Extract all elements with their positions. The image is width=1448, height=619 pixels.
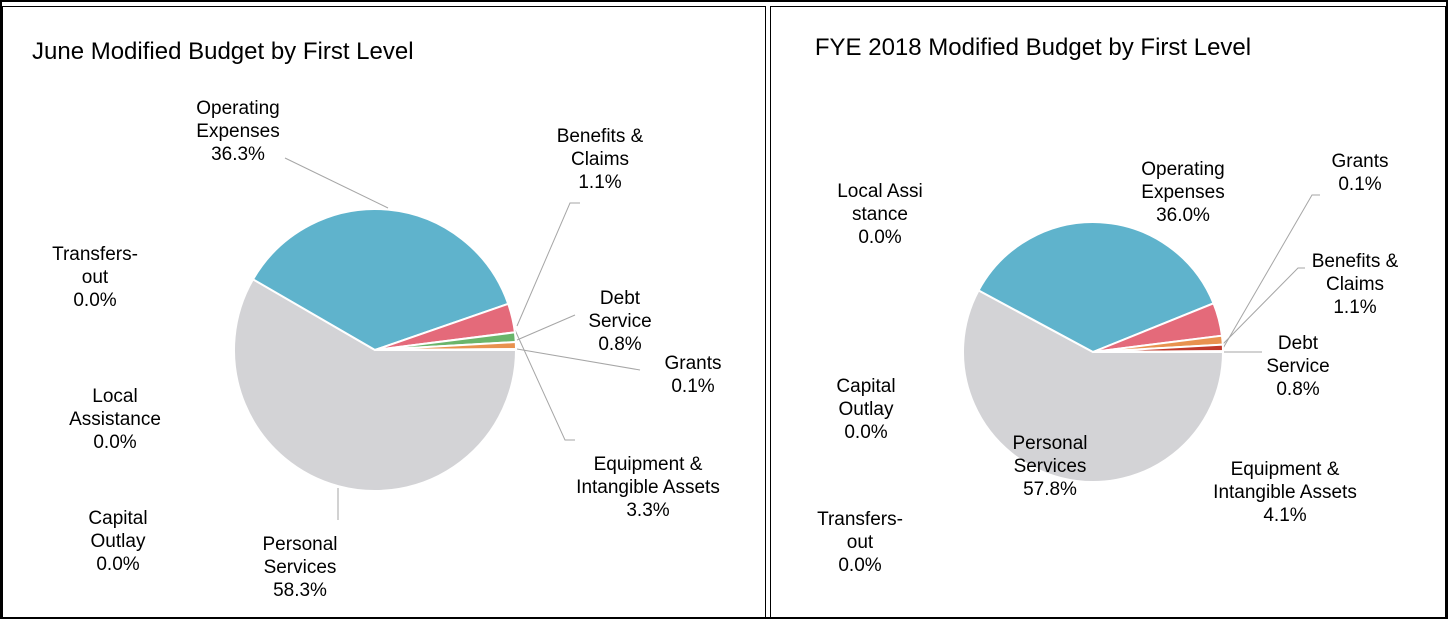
slice-label: Personal Services 58.3% — [240, 533, 360, 602]
slice-label: Personal Services 57.8% — [990, 432, 1110, 501]
value-label: 1.1% — [578, 172, 622, 193]
category-label: Benefits & Claims — [1311, 251, 1399, 295]
slice-label: Grants 0.1% — [653, 352, 733, 398]
pie-slice — [233, 277, 518, 492]
category-label: Personal Services — [1012, 433, 1088, 477]
slice-label: Benefits & Claims 1.1% — [1295, 250, 1415, 319]
value-label: 4.1% — [1263, 505, 1307, 526]
value-label: 0.0% — [844, 422, 888, 443]
value-label: 1.1% — [1333, 297, 1377, 318]
pie-slice — [251, 208, 510, 352]
category-label: Personal Services — [262, 534, 338, 578]
category-label: Grants — [664, 353, 722, 374]
slice-label: Local Assistance 0.0% — [835, 180, 925, 249]
value-label: 57.8% — [1023, 479, 1077, 500]
chart-title: June Modified Budget by First Level — [32, 38, 414, 65]
category-label: Equipment & Intangible Assets — [1213, 459, 1357, 503]
value-label: 36.0% — [1156, 205, 1210, 226]
value-label: 0.0% — [838, 555, 882, 576]
slice-label: Equipment & Intangible Assets 4.1% — [1210, 458, 1360, 527]
category-label: Benefits & Claims — [556, 126, 644, 170]
category-label: Capital Outlay — [836, 376, 896, 420]
slice-label: Capital Outlay 0.0% — [816, 375, 916, 444]
leader — [1221, 267, 1305, 346]
category-label: Equipment & Intangible Assets — [576, 454, 720, 498]
leader — [516, 314, 576, 341]
value-label: 36.3% — [211, 144, 265, 165]
slice-label: Operating Expenses 36.3% — [168, 97, 308, 166]
category-label: Debt Service — [1266, 333, 1330, 377]
leader — [284, 157, 389, 209]
value-label: 0.0% — [96, 554, 140, 575]
category-label: Transfers-out — [817, 509, 903, 553]
category-label: Grants — [1331, 151, 1389, 172]
slice-label: Capital Outlay 0.0% — [68, 507, 168, 576]
slice-label: Operating Expenses 36.0% — [1113, 158, 1253, 227]
leader — [516, 202, 580, 327]
leader — [1221, 194, 1320, 351]
value-label: 58.3% — [273, 580, 327, 601]
slice-label: Debt Service 0.8% — [570, 287, 670, 356]
pie-slice — [1092, 350, 1225, 353]
category-label: Operating Expenses — [1141, 159, 1225, 203]
slice-label: Local Assistance 0.0% — [45, 385, 185, 454]
leader — [516, 348, 641, 371]
slice-label: Benefits & Claims 1.1% — [540, 125, 660, 194]
chart-title: FYE 2018 Modified Budget by First Level — [814, 34, 1252, 61]
value-label: 0.1% — [671, 376, 715, 397]
value-label: 0.8% — [598, 334, 642, 355]
category-label: Operating Expenses — [196, 98, 280, 142]
slice-label: Equipment & Intangible Assets 3.3% — [573, 453, 723, 522]
category-label: Debt Service — [588, 288, 652, 332]
category-label: Capital Outlay — [88, 508, 148, 552]
value-label: 0.0% — [93, 432, 137, 453]
slice-label: Transfers-out 0.0% — [810, 508, 910, 577]
pie-slice — [374, 348, 518, 351]
slice-label: Debt Service 0.8% — [1248, 332, 1348, 401]
pie-slice — [977, 221, 1215, 354]
value-label: 3.3% — [626, 500, 670, 521]
category-label: Local Assistance — [69, 386, 161, 430]
value-label: 0.0% — [858, 227, 902, 248]
panel-right — [770, 6, 1446, 618]
slice-label: Grants 0.1% — [1320, 150, 1400, 196]
slice-label: Transfers-out 0.0% — [45, 243, 145, 312]
value-label: 0.8% — [1276, 379, 1320, 400]
category-label: Local Assistance — [837, 181, 923, 225]
category-label: Transfers-out — [52, 244, 138, 288]
leader — [514, 329, 575, 441]
value-label: 0.0% — [73, 290, 117, 311]
panel-left — [2, 6, 766, 618]
value-label: 0.1% — [1338, 174, 1382, 195]
pie-slice — [962, 289, 1225, 483]
